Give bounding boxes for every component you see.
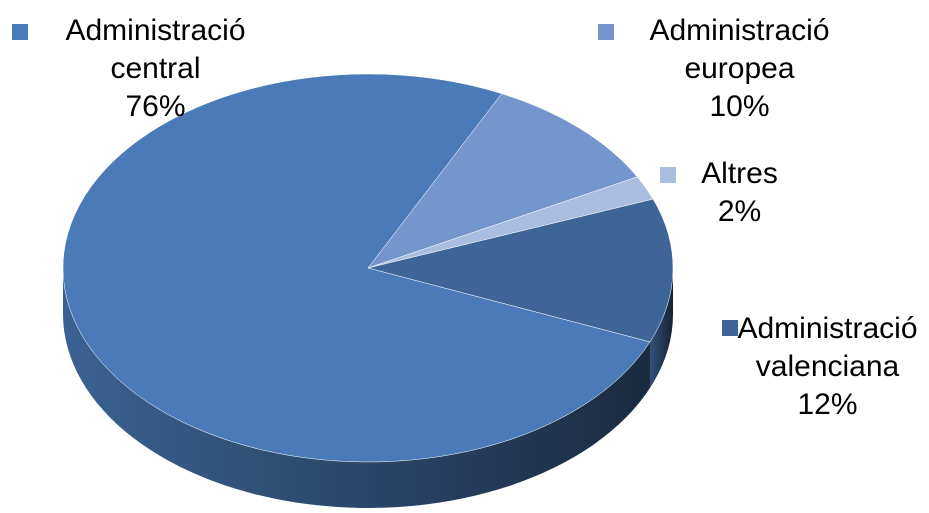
legend-marker bbox=[722, 320, 738, 336]
value-label: 10% bbox=[709, 90, 770, 123]
value-label: 12% bbox=[797, 388, 858, 421]
pie-side bbox=[62, 268, 650, 508]
pie-slice bbox=[367, 198, 674, 343]
category-label: Administració europea bbox=[649, 14, 830, 85]
pie-side bbox=[649, 268, 673, 388]
category-label: Administració central bbox=[65, 14, 246, 85]
category-label: Altres bbox=[701, 157, 778, 190]
data-label: Administració valenciana 12% bbox=[720, 310, 929, 424]
data-label: Altres 2% bbox=[632, 155, 847, 231]
data-label: Administració europea 10% bbox=[632, 12, 847, 126]
legend-marker bbox=[598, 24, 614, 40]
value-label: 2% bbox=[717, 195, 762, 228]
category-label: Administració valenciana bbox=[737, 312, 918, 383]
data-label: Administració central 76% bbox=[48, 12, 263, 126]
legend-marker bbox=[12, 24, 28, 40]
pie-slice bbox=[62, 73, 651, 463]
pie-slice bbox=[367, 93, 638, 269]
legend-marker bbox=[660, 167, 676, 183]
value-label: 76% bbox=[125, 90, 186, 123]
